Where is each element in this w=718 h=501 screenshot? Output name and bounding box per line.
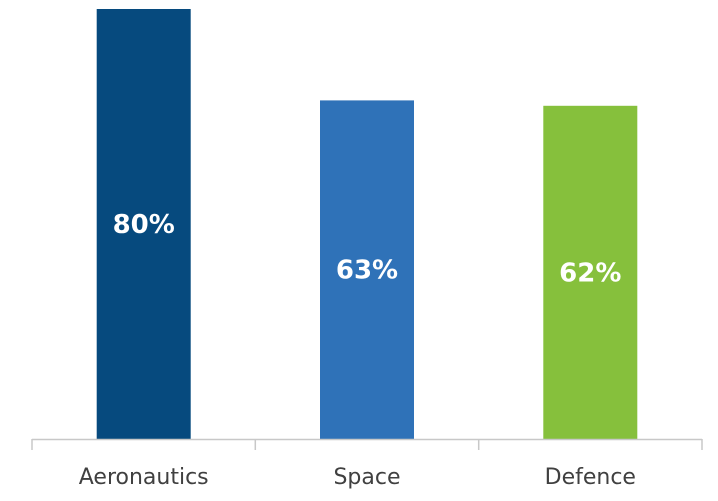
data-label-defence: 62% — [559, 258, 621, 288]
x-axis — [31, 438, 703, 450]
category-label-space: Space — [333, 465, 400, 490]
data-label-aeronautics: 80% — [113, 210, 175, 240]
bars-group — [96, 9, 638, 440]
data-labels-group: 80% 63% 62% — [113, 210, 622, 288]
bar-space — [320, 100, 414, 440]
category-label-defence: Defence — [545, 465, 636, 490]
data-label-space: 63% — [336, 256, 398, 286]
bar-aeronautics — [96, 9, 191, 439]
category-label-aeronautics: Aeronautics — [79, 465, 209, 490]
category-labels-group: Aeronautics Space Defence — [79, 465, 636, 490]
bar-defence — [543, 105, 638, 440]
